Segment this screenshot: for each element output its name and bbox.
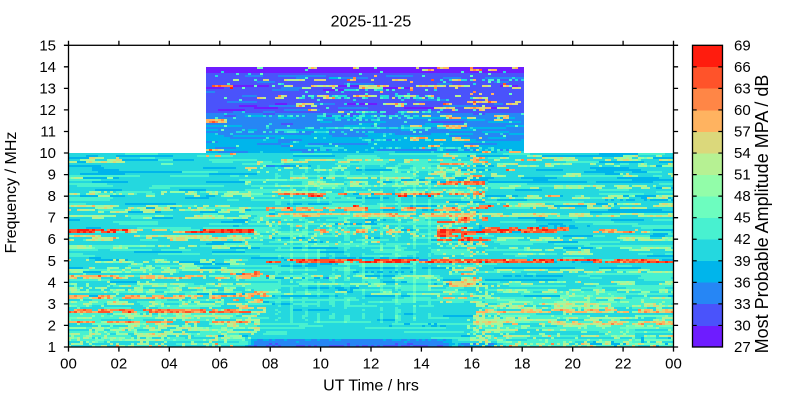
svg-text:13: 13	[39, 80, 56, 97]
svg-text:12: 12	[39, 102, 56, 119]
svg-text:51: 51	[734, 167, 751, 184]
svg-text:69: 69	[734, 37, 751, 54]
svg-text:9: 9	[48, 167, 56, 184]
svg-text:30: 30	[734, 317, 751, 334]
svg-text:54: 54	[734, 145, 751, 162]
svg-text:2: 2	[48, 317, 56, 334]
svg-text:08: 08	[262, 356, 279, 373]
svg-text:60: 60	[734, 102, 751, 119]
svg-text:2025-11-25: 2025-11-25	[331, 14, 412, 31]
svg-text:4: 4	[48, 274, 56, 291]
svg-text:57: 57	[734, 124, 751, 141]
svg-text:3: 3	[48, 296, 56, 313]
svg-text:14: 14	[413, 356, 430, 373]
svg-text:63: 63	[734, 80, 751, 97]
svg-text:18: 18	[514, 356, 531, 373]
svg-text:22: 22	[615, 356, 632, 373]
svg-text:6: 6	[48, 231, 56, 248]
svg-text:Frequency / MHz: Frequency / MHz	[3, 132, 20, 254]
svg-text:8: 8	[48, 188, 56, 205]
svg-text:66: 66	[734, 59, 751, 76]
svg-text:20: 20	[564, 356, 581, 373]
svg-text:45: 45	[734, 210, 751, 227]
svg-text:7: 7	[48, 210, 56, 227]
svg-text:UT Time / hrs: UT Time / hrs	[323, 378, 419, 395]
svg-text:10: 10	[312, 356, 329, 373]
svg-text:14: 14	[39, 59, 56, 76]
svg-text:33: 33	[734, 296, 751, 313]
svg-text:12: 12	[363, 356, 380, 373]
svg-text:15: 15	[39, 37, 56, 54]
svg-text:16: 16	[463, 356, 480, 373]
svg-text:04: 04	[161, 356, 178, 373]
svg-text:42: 42	[734, 231, 751, 248]
svg-text:00: 00	[665, 356, 682, 373]
svg-text:00: 00	[60, 356, 77, 373]
svg-text:1: 1	[48, 339, 56, 356]
svg-text:06: 06	[211, 356, 228, 373]
svg-text:36: 36	[734, 274, 751, 291]
svg-text:Most Probable Amplitude MPA /: Most Probable Amplitude MPA / dB	[752, 75, 772, 354]
svg-text:11: 11	[40, 124, 56, 141]
svg-text:48: 48	[734, 188, 751, 205]
svg-text:10: 10	[39, 145, 56, 162]
svg-text:39: 39	[734, 253, 751, 270]
svg-text:02: 02	[111, 356, 128, 373]
svg-text:5: 5	[48, 253, 56, 270]
svg-text:27: 27	[734, 339, 751, 356]
